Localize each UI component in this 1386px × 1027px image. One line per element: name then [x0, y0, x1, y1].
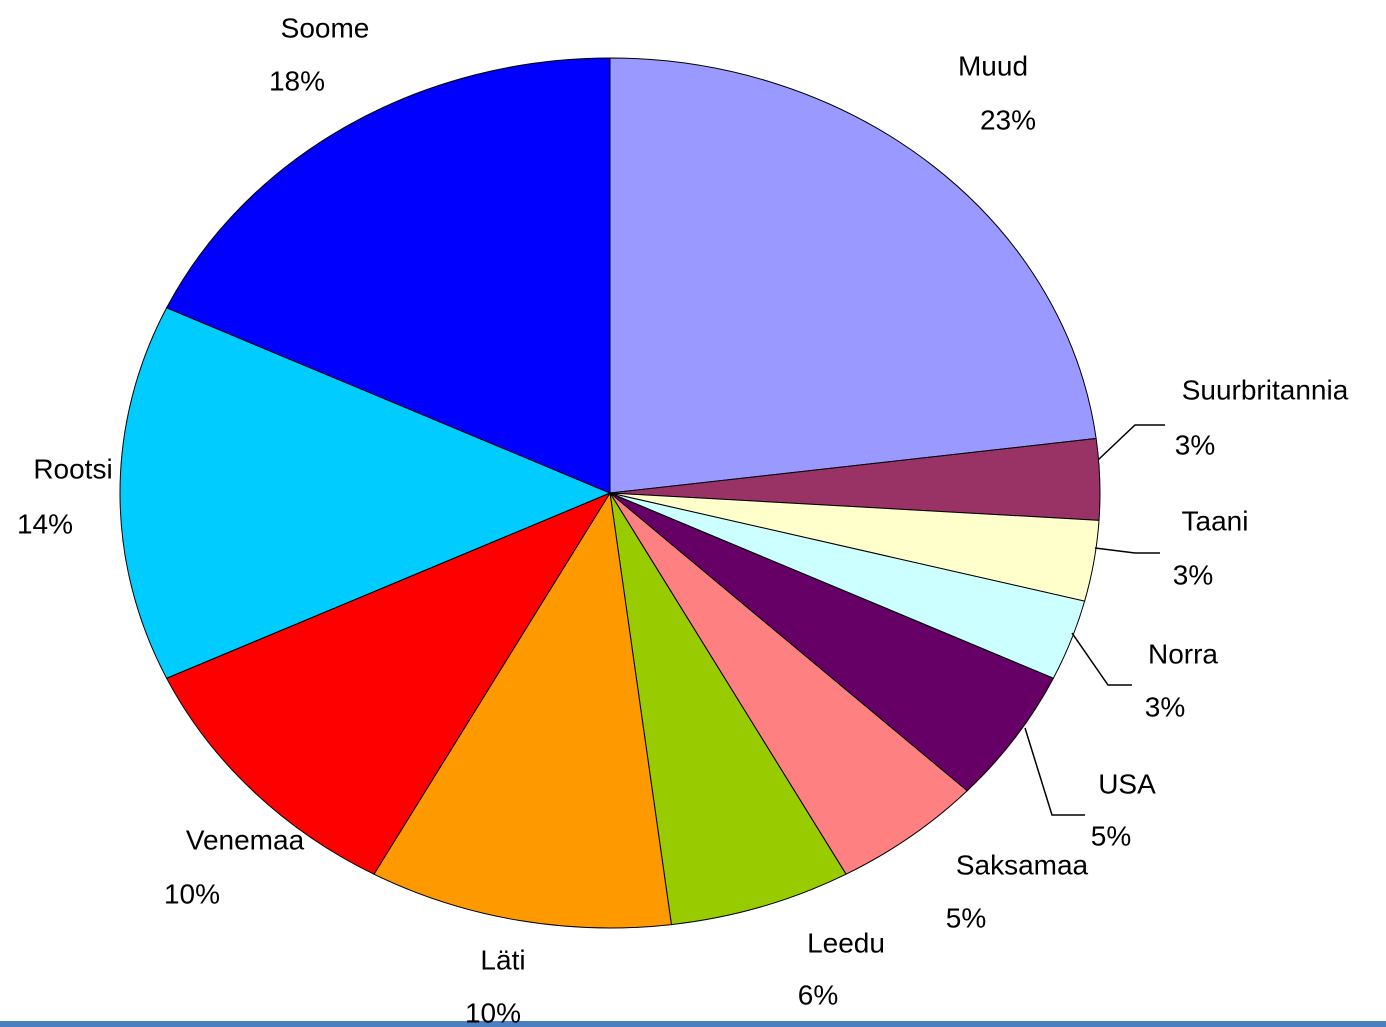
- pie-slice: [119, 307, 612, 679]
- slice-label: Saksamaa: [956, 849, 1089, 880]
- slice-value-label: 3%: [1173, 559, 1213, 590]
- slice-label: Läti: [480, 944, 525, 975]
- slice-value-label: 14%: [17, 508, 73, 539]
- slice-value-label: 6%: [798, 979, 838, 1010]
- slice-label: Suurbritannia: [1182, 374, 1349, 405]
- slice-value-label: 5%: [1091, 820, 1131, 851]
- slice-label: Rootsi: [33, 453, 112, 484]
- leader-line: [1094, 547, 1160, 554]
- slice-label: Norra: [1148, 638, 1218, 669]
- bottom-bar: [0, 1021, 1386, 1027]
- slice-value-label: 3%: [1145, 691, 1185, 722]
- slice-value-label: 5%: [946, 902, 986, 933]
- slice-label: USA: [1098, 768, 1156, 799]
- slice-value-label: 10%: [465, 997, 521, 1027]
- leader-line: [1024, 727, 1085, 816]
- leader-line: [1097, 424, 1165, 461]
- slice-label: Leedu: [807, 927, 885, 958]
- slices: [119, 57, 1101, 929]
- slice-value-label: 23%: [980, 104, 1036, 135]
- pie-slice: [609, 492, 1055, 792]
- slice-label: Soome: [281, 12, 370, 43]
- pie-slice: [609, 492, 847, 926]
- leader-lines: [1024, 424, 1165, 816]
- slice-label: Taani: [1182, 505, 1249, 536]
- slice-value-label: 3%: [1175, 429, 1215, 460]
- leader-line: [1071, 632, 1132, 686]
- slice-label: Venemaa: [186, 824, 305, 855]
- slice-value-label: 10%: [164, 878, 220, 909]
- pie-slice: [609, 57, 1097, 494]
- slice-label: Muud: [958, 50, 1028, 81]
- pie-slice: [165, 491, 612, 875]
- pie-slice: [373, 491, 672, 929]
- slice-value-label: 18%: [269, 65, 325, 96]
- pie-slice: [165, 57, 611, 494]
- pie-slice: [609, 492, 968, 875]
